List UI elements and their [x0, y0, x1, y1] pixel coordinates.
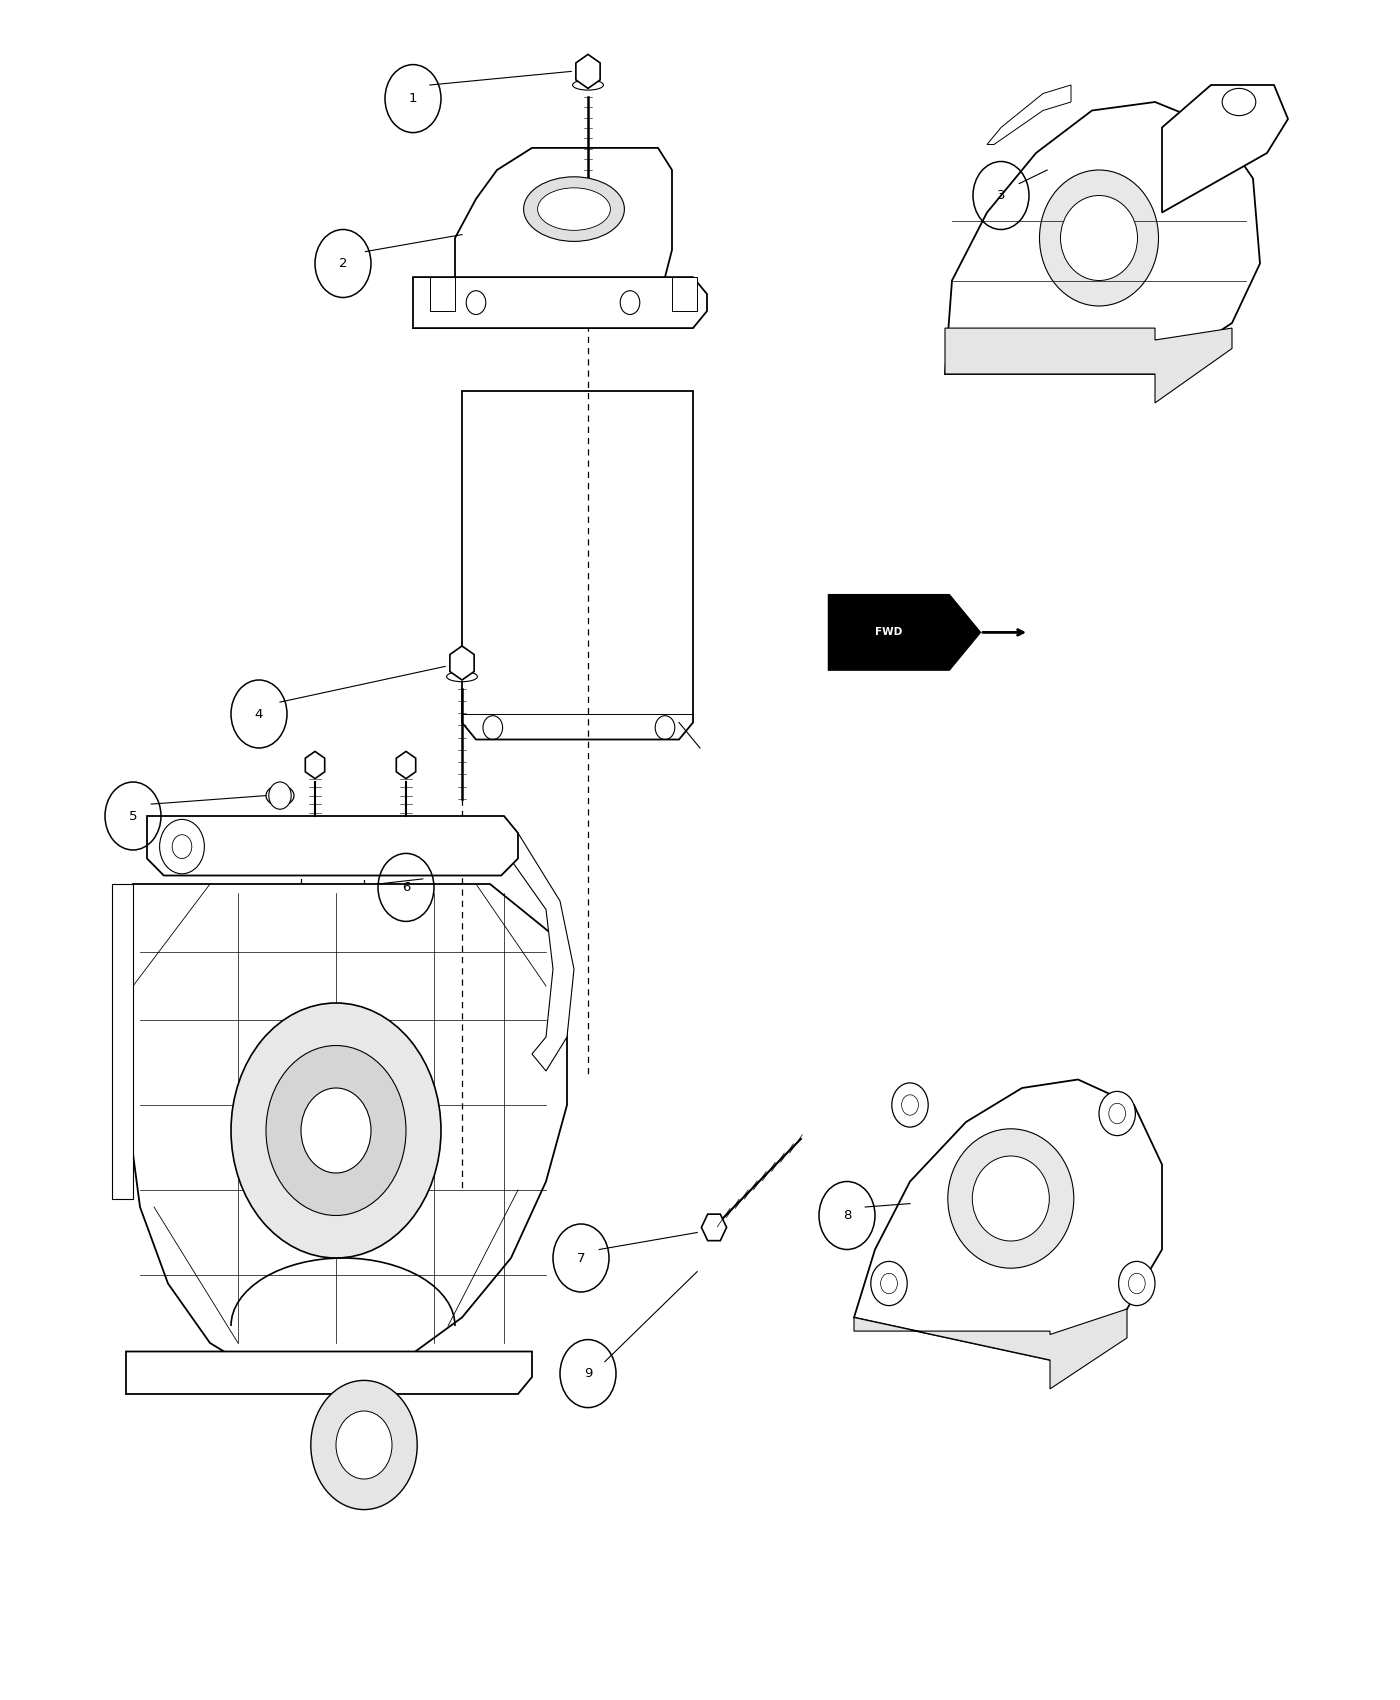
Circle shape [466, 291, 486, 314]
Polygon shape [129, 884, 567, 1386]
Ellipse shape [538, 189, 610, 231]
Circle shape [902, 1095, 918, 1115]
Ellipse shape [266, 785, 294, 806]
Circle shape [336, 1411, 392, 1479]
Polygon shape [1162, 85, 1288, 212]
Circle shape [160, 819, 204, 874]
Circle shape [892, 1083, 928, 1127]
Text: FWD: FWD [875, 627, 903, 638]
Text: 3: 3 [997, 189, 1005, 202]
Polygon shape [455, 148, 672, 277]
Circle shape [1128, 1273, 1145, 1294]
Circle shape [620, 291, 640, 314]
Polygon shape [396, 751, 416, 779]
Polygon shape [829, 595, 980, 670]
Ellipse shape [573, 80, 603, 90]
Ellipse shape [1222, 88, 1256, 116]
Polygon shape [672, 277, 697, 311]
Polygon shape [854, 1080, 1162, 1360]
Text: 1: 1 [409, 92, 417, 105]
Circle shape [1099, 1091, 1135, 1136]
Polygon shape [945, 102, 1260, 374]
Polygon shape [945, 328, 1232, 403]
Polygon shape [449, 646, 475, 680]
Text: 5: 5 [129, 809, 137, 823]
Circle shape [274, 789, 286, 802]
Circle shape [266, 1046, 406, 1216]
Circle shape [1119, 1261, 1155, 1306]
Text: 9: 9 [584, 1367, 592, 1380]
Polygon shape [575, 54, 601, 88]
Ellipse shape [948, 1129, 1074, 1268]
Polygon shape [126, 1352, 532, 1394]
Polygon shape [701, 1214, 727, 1241]
Ellipse shape [524, 177, 624, 241]
Text: 7: 7 [577, 1251, 585, 1265]
Circle shape [301, 1088, 371, 1173]
Ellipse shape [447, 672, 477, 682]
Circle shape [1109, 1103, 1126, 1124]
Polygon shape [430, 277, 455, 311]
Text: 4: 4 [255, 707, 263, 721]
Circle shape [269, 782, 291, 809]
Circle shape [871, 1261, 907, 1306]
Circle shape [881, 1273, 897, 1294]
Polygon shape [476, 816, 574, 1071]
Circle shape [172, 835, 192, 858]
Polygon shape [854, 1309, 1127, 1389]
Ellipse shape [1039, 170, 1159, 306]
Ellipse shape [1061, 196, 1137, 280]
Polygon shape [413, 277, 707, 328]
Circle shape [231, 1003, 441, 1258]
Text: 8: 8 [843, 1209, 851, 1222]
Polygon shape [147, 816, 518, 876]
Ellipse shape [972, 1156, 1050, 1241]
Text: 6: 6 [402, 881, 410, 894]
Polygon shape [987, 85, 1071, 144]
Polygon shape [305, 751, 325, 779]
Circle shape [311, 1380, 417, 1510]
Polygon shape [112, 884, 133, 1198]
Text: 2: 2 [339, 257, 347, 270]
